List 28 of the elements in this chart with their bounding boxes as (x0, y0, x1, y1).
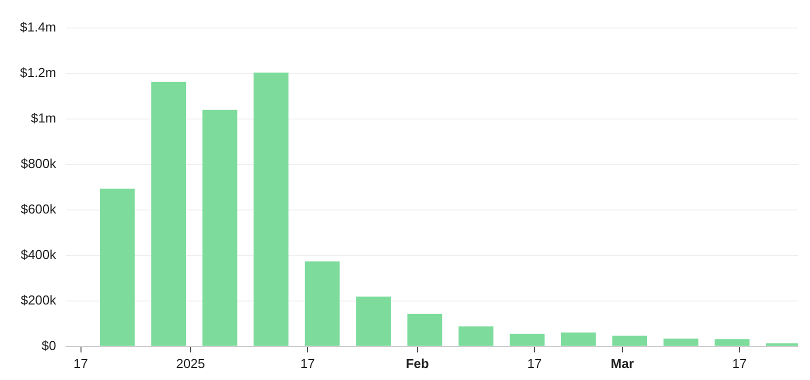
bar (356, 296, 391, 346)
x-tick-label: Feb (406, 356, 430, 371)
x-tick-label: 17 (300, 356, 315, 371)
y-tick-label: $1.4m (20, 20, 56, 35)
bar (663, 338, 698, 346)
bar (612, 336, 648, 346)
x-tick-label: 2025 (176, 356, 206, 371)
y-tick-label: $600k (20, 202, 57, 217)
y-tick-label: $200k (20, 292, 57, 308)
bar (100, 188, 135, 346)
y-tick-label: $1m (30, 110, 56, 126)
y-tick-label: $400k (20, 247, 57, 262)
bar (458, 326, 494, 346)
bar (714, 339, 750, 346)
y-tick-label: $800k (20, 156, 57, 172)
y-tick-label: $0 (42, 338, 56, 353)
x-tick-label: 17 (732, 356, 747, 371)
y-tick-label: $1.2m (20, 65, 56, 80)
x-tick-label: 17 (527, 356, 542, 371)
bar (254, 72, 288, 346)
bar (510, 334, 545, 346)
bar (407, 314, 442, 346)
bar (304, 261, 340, 346)
x-tick-label: Mar (610, 356, 634, 371)
bar (151, 82, 186, 346)
bar (561, 332, 596, 346)
x-tick-label: 17 (74, 356, 88, 371)
bar (202, 110, 238, 346)
